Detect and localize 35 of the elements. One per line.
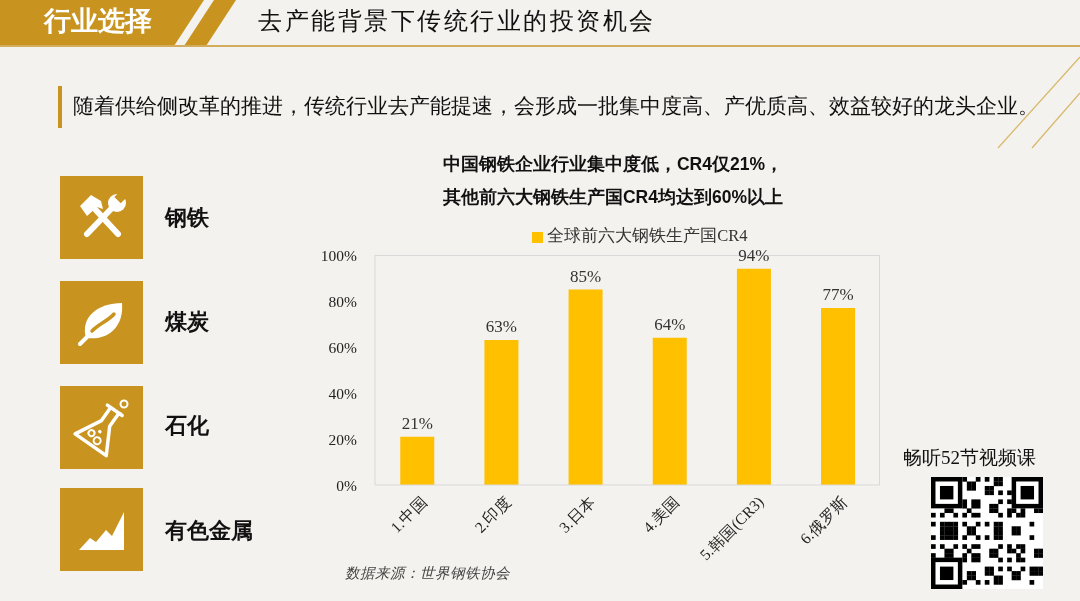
- x-tick-label: 1.中国: [387, 492, 431, 536]
- data-label: 64%: [654, 314, 686, 334]
- x-tick-label: 6.俄罗斯: [796, 492, 851, 548]
- data-label: 77%: [822, 284, 854, 304]
- y-tick-label: 60%: [328, 338, 358, 356]
- chart-subtitle: 其他前六大钢铁生产国CR4均达到60%以上: [441, 186, 784, 209]
- y-tick-label: 100%: [320, 246, 358, 264]
- bar: [400, 436, 435, 485]
- data-label: 94%: [738, 245, 770, 265]
- data-label: 63%: [485, 317, 517, 337]
- y-tick-label: 40%: [328, 384, 358, 402]
- legend-label: 全球前六大钢铁生产国CR4: [547, 226, 748, 245]
- x-tick-label: 2.印度: [471, 492, 515, 536]
- text: 畅听52节视频课: [903, 447, 1036, 470]
- data-label: 85%: [570, 266, 602, 286]
- bar: [484, 340, 519, 485]
- bar: [736, 268, 771, 485]
- text: 钢铁: [165, 205, 209, 232]
- y-tick-label: 80%: [328, 292, 358, 310]
- x-tick-label: 4.美国: [639, 492, 683, 536]
- text: 随着供给侧改革的推进，传统行业去产能提速，会形成一批集中度高、产优质高、效益较好的龙头企业。: [73, 94, 1039, 119]
- y-tick-label: 0%: [336, 476, 358, 494]
- text: 石化: [165, 413, 209, 440]
- bar: [568, 289, 603, 485]
- chart-title: 中国钢铁企业行业集中度低，CR4仅21%，: [441, 153, 784, 176]
- bar: [821, 307, 856, 485]
- text: 行业选择: [44, 5, 152, 38]
- text: 有色金属: [165, 518, 253, 545]
- text: 煤炭: [165, 309, 209, 336]
- data-label: 21%: [401, 413, 433, 433]
- text: 去产能背景下传统行业的投资机会: [258, 7, 656, 36]
- y-tick-label: 20%: [328, 430, 358, 448]
- source-note: 数据来源：世界钢铁协会: [345, 565, 510, 583]
- bar: [652, 337, 687, 485]
- x-tick-label: 3.日本: [555, 492, 599, 536]
